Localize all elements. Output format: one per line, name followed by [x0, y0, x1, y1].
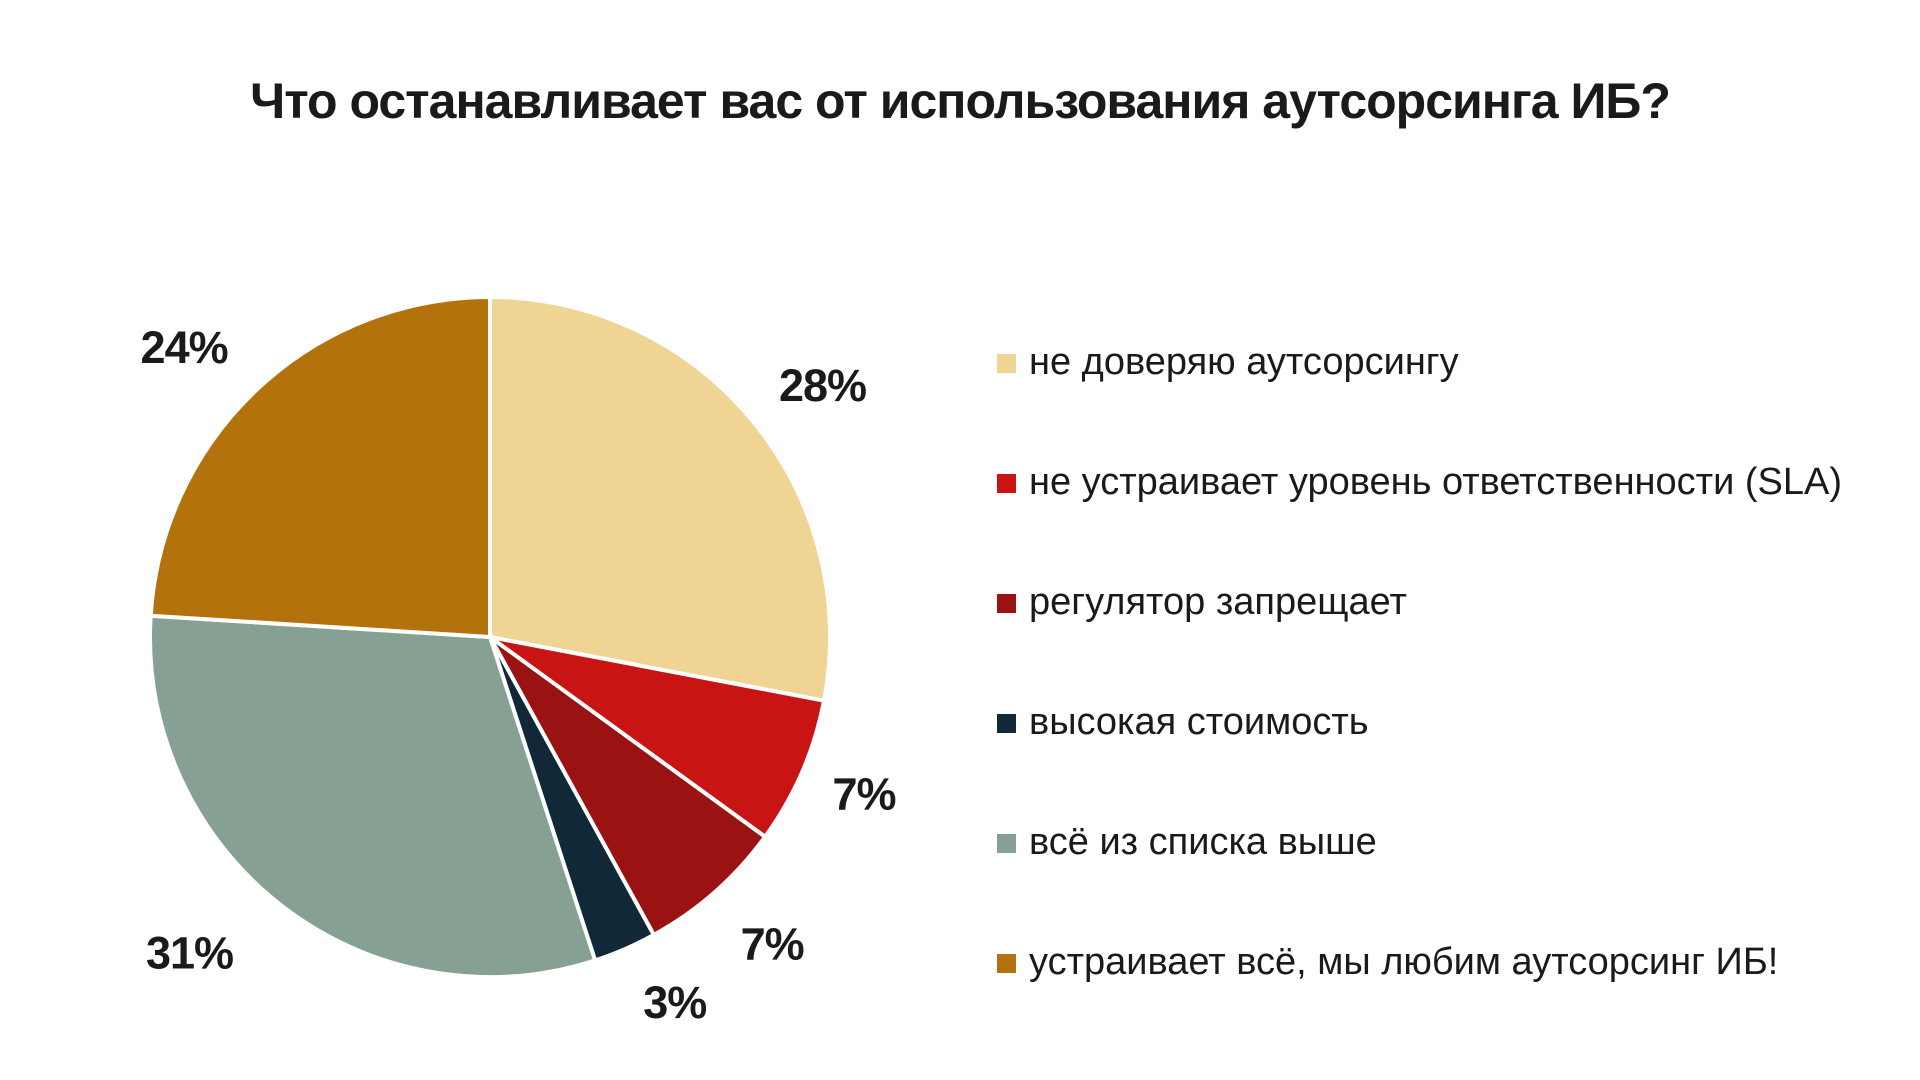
chart-title: Что останавливает вас от использования а…: [250, 73, 1671, 129]
legend-item-6: устраивает всё, мы любим аутсорсинг ИБ!: [997, 902, 1897, 1022]
slice-percent-label-2: 7%: [832, 769, 895, 820]
chart-legend: не доверяю аутсорсингу не устраивает уро…: [997, 302, 1897, 1022]
pie-slice-6: [148, 295, 492, 639]
legend-swatch-5: [997, 833, 1016, 853]
legend-swatch-1: [997, 353, 1016, 373]
legend-swatch-2: [997, 473, 1016, 493]
legend-item-2: не устраивает уровень ответственности (S…: [997, 422, 1897, 542]
legend-swatch-3: [997, 593, 1016, 613]
legend-label-6: устраивает всё, мы любим аутсорсинг ИБ!: [1029, 940, 1779, 983]
legend-label-3: регулятор запрещает: [1029, 580, 1407, 623]
legend-item-4: высокая стоимость: [997, 662, 1897, 782]
legend-label-4: высокая стоимость: [1029, 700, 1369, 743]
pie-slice-3: [488, 635, 768, 937]
legend-label-1: не доверяю аутсорсингу: [1029, 340, 1459, 383]
slice-percent-label-3: 7%: [741, 919, 804, 970]
pie-slice-5: [148, 613, 598, 980]
legend-item-1: не доверяю аутсорсингу: [997, 302, 1897, 422]
pie-slice-1: [488, 295, 833, 703]
legend-item-5: всё из списка выше: [997, 782, 1897, 902]
pie-slice-2: [488, 635, 826, 839]
legend-swatch-6: [997, 953, 1016, 973]
legend-label-2: не устраивает уровень ответственности (S…: [1029, 460, 1842, 503]
legend-swatch-4: [997, 713, 1016, 733]
slice-percent-label-1: 28%: [779, 360, 866, 411]
slice-percent-label-5: 31%: [146, 928, 233, 979]
legend-label-5: всё из списка выше: [1029, 820, 1377, 863]
slice-percent-label-6: 24%: [141, 322, 228, 373]
slice-percent-label-4: 3%: [643, 977, 706, 1028]
legend-item-3: регулятор запрещает: [997, 542, 1897, 662]
